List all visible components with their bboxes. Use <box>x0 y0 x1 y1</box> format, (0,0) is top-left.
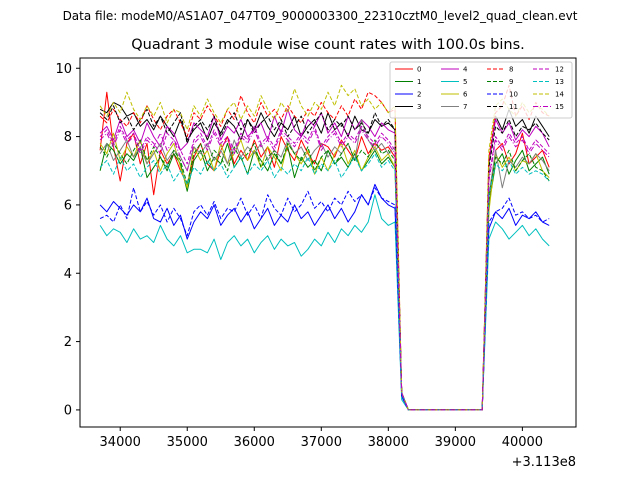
legend-frame <box>389 61 573 119</box>
axes-layer: 34000 35000 36000 37000 38000 39000 40000 0 2 4 6 8… <box>55 62 543 450</box>
legend-label-0: 0 <box>417 66 421 74</box>
legend-label-6: 6 <box>463 91 468 99</box>
legend-label-7: 7 <box>463 103 467 111</box>
y-tick-label: 4 <box>64 267 72 282</box>
y-tick-label: 0 <box>64 403 72 418</box>
legend-label-3: 3 <box>417 103 421 111</box>
legend-label-13: 13 <box>555 78 564 86</box>
series-layer <box>99 84 550 411</box>
x-tick-label: 35000 <box>167 435 208 450</box>
y-tick-label: 10 <box>55 62 72 77</box>
x-tick-label: 37000 <box>301 435 342 450</box>
legend-label-4: 4 <box>463 66 468 74</box>
legend-label-11: 11 <box>509 103 518 111</box>
y-tick-label: 6 <box>64 198 72 213</box>
legend-label-9: 9 <box>509 78 513 86</box>
plot-frame <box>79 57 577 428</box>
series-line-9 <box>99 139 550 411</box>
legend-label-1: 1 <box>417 78 421 86</box>
legend-label-2: 2 <box>417 91 421 99</box>
figure-suptitle: Data file: modeM0/AS1A07_047T09_90000033… <box>63 9 578 23</box>
series-line-15 <box>99 129 550 411</box>
x-tick-label: 39000 <box>435 435 476 450</box>
legend-label-15: 15 <box>555 103 564 111</box>
x-tick-label: 40000 <box>502 435 543 450</box>
legend-label-5: 5 <box>463 78 467 86</box>
legend-label-8: 8 <box>509 66 513 74</box>
legend-label-12: 12 <box>555 66 564 74</box>
legend-label-10: 10 <box>509 91 518 99</box>
y-tick-label: 2 <box>64 335 72 350</box>
legend-label-14: 14 <box>555 91 564 99</box>
y-tick-label: 8 <box>64 130 72 145</box>
x-tick-label: 36000 <box>234 435 275 450</box>
x-tick-label: 34000 <box>100 435 141 450</box>
x-tick-label: 38000 <box>368 435 409 450</box>
x-offset-label: +3.113e8 <box>512 455 576 470</box>
chart-title: Quadrant 3 module wise count rates with … <box>131 37 525 53</box>
